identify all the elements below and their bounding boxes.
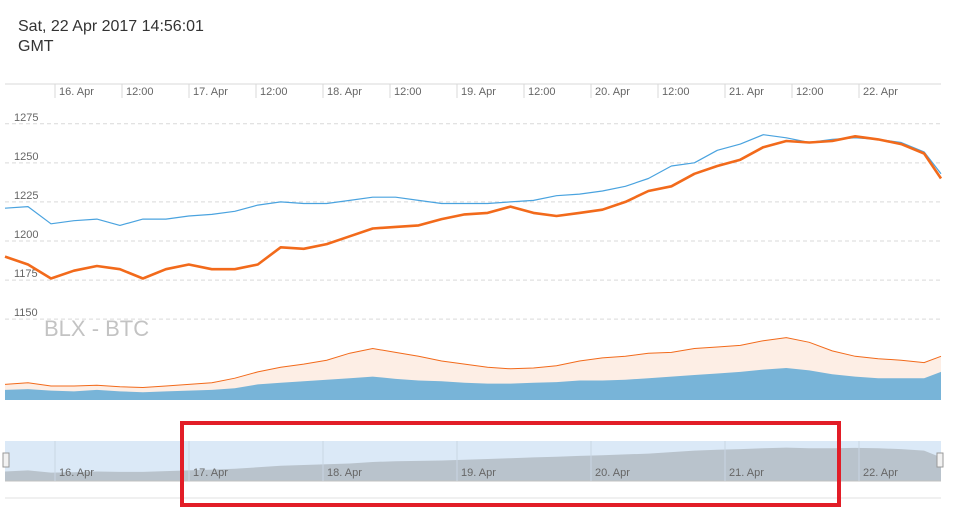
chart-header: Sat, 22 Apr 2017 14:56:01 GMT xyxy=(18,17,204,57)
x-tick-label: 12:00 xyxy=(394,86,422,98)
series-line-btc xyxy=(4,134,942,226)
x-tick-label: 12:00 xyxy=(662,86,690,98)
navigator-label: 19. Apr xyxy=(461,467,496,479)
x-tick-label: 22. Apr xyxy=(863,86,898,98)
x-tick-label: 17. Apr xyxy=(193,86,228,98)
highlight-box xyxy=(180,421,841,507)
y-tick-label: 1200 xyxy=(14,229,38,241)
x-tick-label: 21. Apr xyxy=(729,86,764,98)
series-line-blx xyxy=(4,135,943,280)
navigator-handle-left[interactable] xyxy=(2,452,10,468)
x-tick-label: 12:00 xyxy=(796,86,824,98)
x-tick-label: 12:00 xyxy=(260,86,288,98)
x-tick-label: 18. Apr xyxy=(327,86,362,98)
vertical-grid xyxy=(5,83,941,98)
horizontal-grid xyxy=(5,123,941,320)
navigator-area xyxy=(5,447,941,481)
y-tick-label: 1275 xyxy=(14,112,38,124)
navigator[interactable]: 16. Apr 17. Apr 18. Apr 19. Apr 20. Apr 21. A… xyxy=(2,441,944,499)
y-axis: 1150 1175 1200 1225 1250 1275 xyxy=(14,112,38,319)
chart-title: BLX - BTC xyxy=(44,316,149,341)
x-tick-label: 19. Apr xyxy=(461,86,496,98)
x-tick-label: 20. Apr xyxy=(595,86,630,98)
y-tick-label: 1225 xyxy=(14,190,38,202)
navigator-label: 22. Apr xyxy=(863,467,898,479)
price-lines xyxy=(4,134,943,280)
timezone-label: GMT xyxy=(18,38,54,55)
x-tick-label: 12:00 xyxy=(126,86,154,98)
navigator-label: 18. Apr xyxy=(327,467,362,479)
navigator-handle-right[interactable] xyxy=(936,452,944,468)
x-tick-label: 16. Apr xyxy=(59,86,94,98)
volume-blue-area xyxy=(5,368,941,400)
navigator-label: 21. Apr xyxy=(729,467,764,479)
x-tick-label: 12:00 xyxy=(528,86,556,98)
datetime-label: Sat, 22 Apr 2017 14:56:01 xyxy=(18,18,204,35)
x-axis: 16. Apr 12:00 17. Apr 12:00 18. Apr 12:00 19. … xyxy=(59,86,898,98)
navigator-label: 20. Apr xyxy=(595,467,630,479)
volume-orange-line xyxy=(4,337,942,389)
navigator-label: 16. Apr xyxy=(59,467,94,479)
volume-area xyxy=(4,337,942,400)
y-tick-label: 1150 xyxy=(14,307,38,319)
y-tick-label: 1250 xyxy=(14,151,38,163)
navigator-label: 17. Apr xyxy=(193,467,228,479)
y-tick-label: 1175 xyxy=(14,268,38,280)
